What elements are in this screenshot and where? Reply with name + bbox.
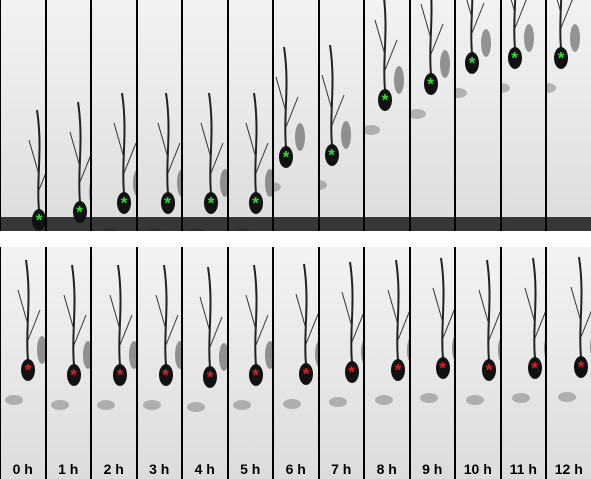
time-label: 2 h	[103, 461, 124, 477]
time-label: 7 h	[331, 461, 352, 477]
cell-marker: *	[381, 90, 389, 110]
cell-image	[466, 259, 500, 405]
bottom-frame-4: * 4 h	[183, 247, 227, 479]
cell-image	[232, 264, 272, 410]
cell-marker: *	[164, 193, 171, 213]
time-label: 8 h	[376, 461, 397, 477]
cell-marker: *	[207, 193, 215, 213]
bottom-frame-3: * 3 h	[137, 247, 181, 479]
cell-marker: *	[328, 145, 335, 165]
bottom-frame-11: * 11 h	[501, 247, 545, 479]
top-frame-0: *	[1, 0, 45, 231]
cell-image	[547, 0, 591, 231]
bottom-frame-12: * 12 h	[547, 247, 591, 479]
cell-marker: *	[468, 53, 476, 73]
cell-marker: *	[76, 202, 83, 222]
cell-image	[187, 266, 227, 412]
cell-marker: *	[348, 362, 355, 382]
bottom-frame-7: * 7 h	[319, 247, 363, 479]
bottom-timelapse-panel: * 0 h * 1 h * 2 h	[0, 247, 591, 479]
cell-marker: *	[24, 360, 32, 380]
top-frame-2: *	[92, 0, 136, 231]
bottom-frame-5: * 5 h	[228, 247, 272, 479]
cell-image	[97, 264, 136, 410]
time-label: 1 h	[58, 461, 79, 477]
cell-image	[511, 257, 545, 403]
bottom-frame-9: * 9 h	[410, 247, 454, 479]
cell-marker: *	[511, 48, 518, 68]
top-frame-11: *	[501, 0, 545, 231]
bottom-frame-2: * 2 h	[92, 247, 136, 479]
cell-image	[501, 0, 545, 231]
cell-image	[46, 101, 90, 231]
cell-image	[328, 261, 363, 407]
cell-image	[558, 256, 591, 402]
top-frame-5: *	[228, 0, 272, 231]
bottom-frame-6: * 6 h	[274, 247, 318, 479]
cell-marker: *	[577, 357, 585, 377]
cell-image	[456, 0, 500, 231]
bottom-frame-10: * 10 h	[456, 247, 500, 479]
bottom-frame-0: * 0 h	[1, 247, 45, 479]
cell-marker: *	[439, 358, 446, 378]
cell-image	[137, 92, 181, 231]
top-frame-9: *	[410, 0, 454, 231]
top-frame-1: *	[46, 0, 90, 231]
top-timelapse-panel: * * * *	[0, 0, 591, 231]
time-label: 12 h	[554, 461, 583, 477]
cell-marker: *	[252, 193, 259, 213]
top-frame-6: *	[274, 0, 318, 231]
cell-marker: *	[116, 365, 124, 385]
top-frame-8: *	[365, 0, 409, 231]
bottom-frame-8: * 8 h	[365, 247, 409, 479]
cell-marker: *	[394, 360, 402, 380]
cell-image	[365, 0, 409, 231]
cell-image	[375, 259, 409, 405]
cell-image	[1, 109, 45, 231]
top-frame-10: *	[456, 0, 500, 231]
top-frame-7: *	[319, 0, 363, 231]
cell-image	[5, 259, 45, 405]
cell-marker: *	[120, 193, 128, 213]
cell-marker: *	[35, 210, 43, 230]
cell-marker: *	[302, 364, 310, 384]
cell-marker: *	[485, 360, 493, 380]
cell-image	[419, 257, 454, 403]
time-label: 4 h	[194, 461, 215, 477]
cell-image	[92, 92, 136, 231]
cell-image	[228, 92, 272, 231]
cell-marker: *	[70, 365, 77, 385]
cell-marker: *	[162, 365, 169, 385]
cell-image	[274, 46, 318, 231]
time-label: 9 h	[422, 461, 443, 477]
bottom-frame-1: * 1 h	[46, 247, 90, 479]
time-label: 3 h	[149, 461, 170, 477]
cell-marker: *	[557, 48, 565, 68]
cell-image	[283, 263, 318, 409]
time-label: 10 h	[463, 461, 492, 477]
cell-image	[183, 92, 227, 231]
top-frame-12: *	[547, 0, 591, 231]
cell-image	[50, 264, 90, 410]
cell-marker: *	[427, 74, 434, 94]
cell-image	[410, 0, 454, 231]
cell-marker: *	[206, 367, 214, 387]
time-label: 5 h	[240, 461, 261, 477]
time-label: 11 h	[509, 461, 537, 477]
time-label: 6 h	[285, 461, 306, 477]
cell-marker: *	[252, 365, 259, 385]
cell-marker: *	[282, 147, 290, 167]
cell-marker: *	[531, 358, 538, 378]
time-label: 0 h	[12, 461, 33, 477]
top-frame-4: *	[183, 0, 227, 231]
cell-image	[142, 264, 181, 410]
cell-image	[319, 44, 363, 231]
top-frame-3: *	[137, 0, 181, 231]
